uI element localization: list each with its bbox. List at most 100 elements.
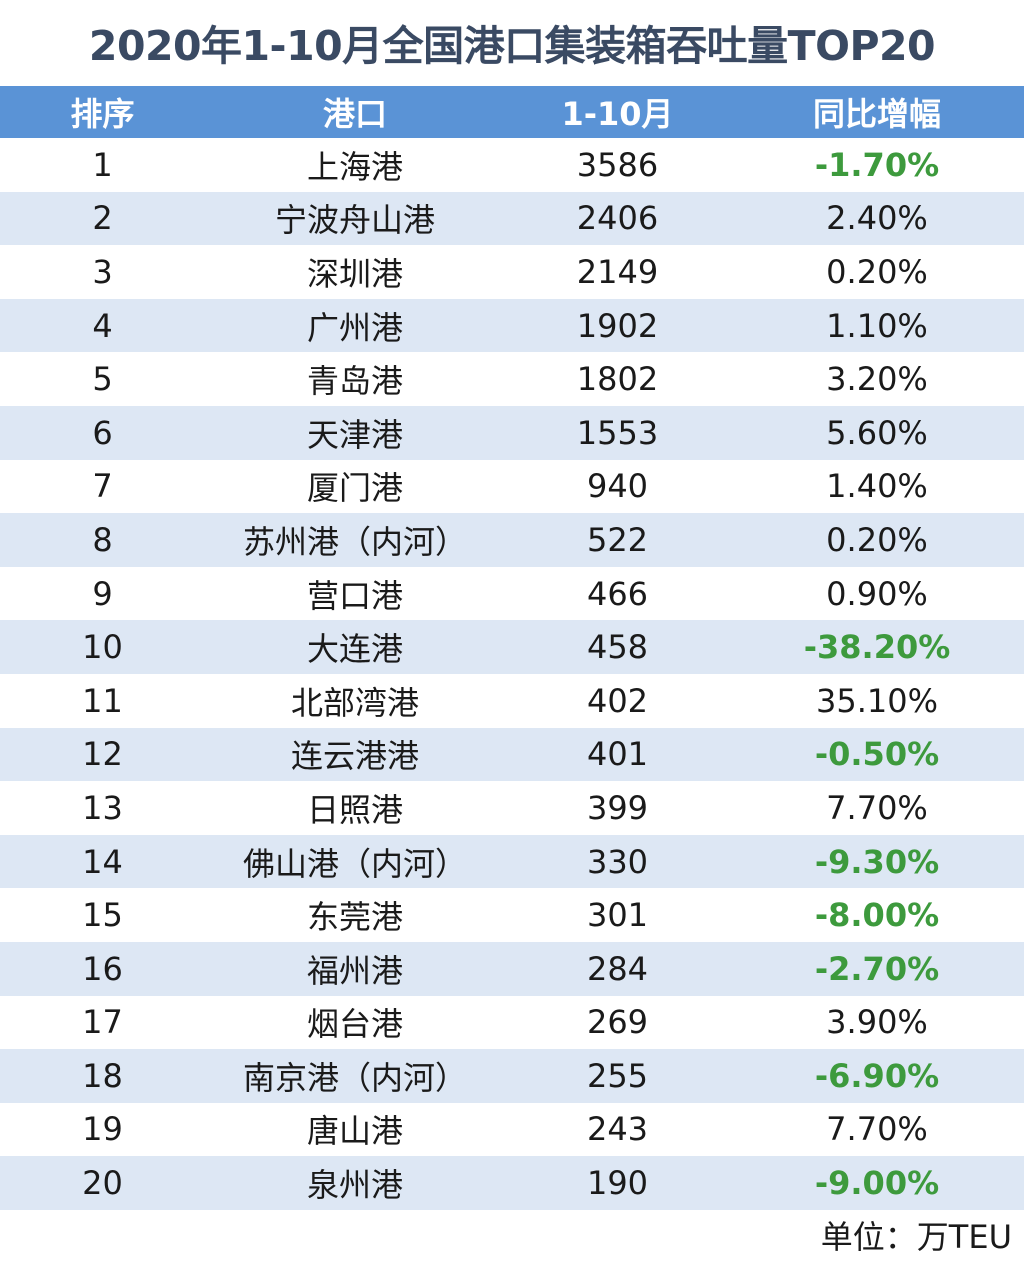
cell-throughput: 301 (586, 896, 649, 935)
cell-throughput: 269 (586, 1003, 649, 1042)
cell-rank: 3 (92, 252, 113, 291)
table-row: 3 深圳港 2149 0.20% (0, 245, 1024, 299)
table-row: 13 日照港 399 7.70% (0, 781, 1024, 835)
cell-growth: 0.20% (826, 520, 928, 559)
cell-growth: 35.10% (815, 681, 938, 720)
table-row: 14 佛山港（内河） 330 -9.30% (0, 834, 1024, 889)
table-row: 20 泉州港 190 -9.00% (0, 1156, 1024, 1210)
cell-rank: 2 (92, 199, 113, 238)
cell-rank: 10 (82, 628, 123, 667)
table-row: 15 东莞港 301 -8.00% (0, 888, 1024, 942)
cell-rank: 1 (92, 145, 113, 184)
cell-growth: 1.10% (826, 306, 928, 345)
table-row: 8 苏州港（内河） 522 0.20% (0, 513, 1024, 567)
cell-growth: -38.20% (803, 628, 951, 667)
cell-rank: 12 (82, 735, 123, 774)
cell-throughput: 401 (586, 735, 649, 774)
cell-throughput: 190 (586, 1164, 649, 1203)
cell-growth: 2.40% (826, 199, 928, 238)
cell-throughput: 255 (586, 1056, 649, 1095)
cell-rank: 18 (82, 1056, 123, 1095)
cell-rank: 17 (82, 1003, 123, 1042)
table-row: 18 南京港（内河） 255 -6.90% (0, 1049, 1024, 1103)
table-row: 7 厦门港 940 1.40% (0, 459, 1024, 514)
cell-growth: -2.70% (814, 949, 940, 988)
cell-throughput: 402 (586, 681, 649, 720)
cell-port: 大连港 (306, 630, 403, 669)
cell-throughput: 243 (586, 1110, 649, 1149)
cell-throughput: 522 (586, 520, 649, 559)
table-row: 10 大连港 458 -38.20% (0, 620, 1024, 674)
cell-port: 南京港（内河） (242, 1058, 467, 1097)
cell-rank: 7 (92, 467, 113, 506)
cell-port: 天津港 (306, 415, 403, 454)
cell-rank: 6 (92, 413, 113, 452)
cell-growth: -1.70% (814, 145, 940, 184)
cell-port: 厦门港 (306, 469, 403, 508)
cell-rank: 19 (82, 1110, 123, 1149)
cell-throughput: 330 (586, 842, 649, 881)
cell-growth: 0.90% (826, 574, 928, 613)
cell-throughput: 940 (586, 467, 649, 506)
cell-throughput: 458 (586, 628, 649, 667)
table-row: 11 北部湾港 402 35.10% (0, 673, 1024, 728)
table-body: 1 上海港 3586 -1.70% 2 宁波舟山港 2406 2.40% 3 深圳港 2149 0.2… (0, 138, 1024, 1210)
header-throughput: 1-10月 (561, 95, 674, 133)
page-title: 2020年1-10月全国港口集装箱吞吐量TOP20 (88, 22, 936, 70)
cell-growth: 0.20% (826, 252, 928, 291)
cell-throughput: 284 (586, 949, 649, 988)
cell-throughput: 3586 (576, 145, 659, 184)
cell-growth: 3.90% (826, 1003, 928, 1042)
cell-port: 东莞港 (306, 898, 403, 937)
cell-rank: 11 (82, 681, 123, 720)
cell-growth: -8.00% (814, 896, 940, 935)
table-row: 12 连云港港 401 -0.50% (0, 727, 1024, 782)
header-rank: 排序 (70, 95, 135, 133)
cell-port: 佛山港（内河） (242, 844, 467, 883)
cell-throughput: 399 (586, 788, 649, 827)
cell-growth: 7.70% (826, 788, 928, 827)
cell-growth: 7.70% (826, 1110, 928, 1149)
table-header-row: 排序 港口 1-10月 同比增幅 (0, 86, 1024, 138)
cell-throughput: 2406 (576, 199, 659, 238)
cell-growth: 3.20% (826, 360, 928, 399)
table-row: 9 营口港 466 0.90% (0, 566, 1024, 621)
cell-growth: 5.60% (826, 413, 928, 452)
table-row: 19 唐山港 243 7.70% (0, 1102, 1024, 1157)
cell-port: 北部湾港 (290, 683, 419, 722)
cell-throughput: 2149 (576, 252, 659, 291)
cell-port: 深圳港 (306, 254, 403, 293)
table-row: 5 青岛港 1802 3.20% (0, 352, 1024, 406)
table-row: 4 广州港 1902 1.10% (0, 298, 1024, 353)
unit-note: 单位：万TEU (820, 1218, 1012, 1256)
cell-rank: 20 (82, 1164, 123, 1203)
ranking-table: 排序 港口 1-10月 同比增幅 1 上海港 3586 -1.70% 2 宁波舟山港 240… (0, 86, 1024, 1210)
cell-port: 泉州港 (306, 1166, 403, 1205)
cell-port: 日照港 (306, 790, 403, 829)
cell-growth: -9.30% (814, 842, 940, 881)
cell-throughput: 1553 (576, 413, 659, 452)
cell-port: 连云港港 (290, 737, 419, 776)
cell-growth: -6.90% (814, 1056, 940, 1095)
cell-port: 营口港 (306, 576, 403, 615)
cell-rank: 9 (92, 574, 113, 613)
cell-port: 青岛港 (306, 362, 403, 401)
cell-rank: 13 (82, 788, 123, 827)
cell-port: 宁波舟山港 (274, 201, 435, 240)
table-row: 16 福州港 284 -2.70% (0, 941, 1024, 996)
cell-growth: -9.00% (814, 1164, 940, 1203)
cell-throughput: 1902 (576, 306, 659, 345)
table-row: 6 天津港 1553 5.60% (0, 405, 1024, 460)
cell-rank: 15 (82, 896, 123, 935)
cell-rank: 5 (92, 360, 113, 399)
cell-port: 烟台港 (306, 1005, 403, 1044)
header-port: 港口 (322, 95, 387, 133)
cell-throughput: 1802 (576, 360, 659, 399)
cell-rank: 4 (92, 306, 113, 345)
cell-rank: 14 (82, 842, 123, 881)
cell-port: 上海港 (306, 147, 403, 186)
cell-rank: 8 (92, 520, 113, 559)
cell-port: 唐山港 (306, 1112, 403, 1151)
cell-port: 福州港 (306, 951, 403, 990)
header-growth: 同比增幅 (812, 95, 941, 133)
